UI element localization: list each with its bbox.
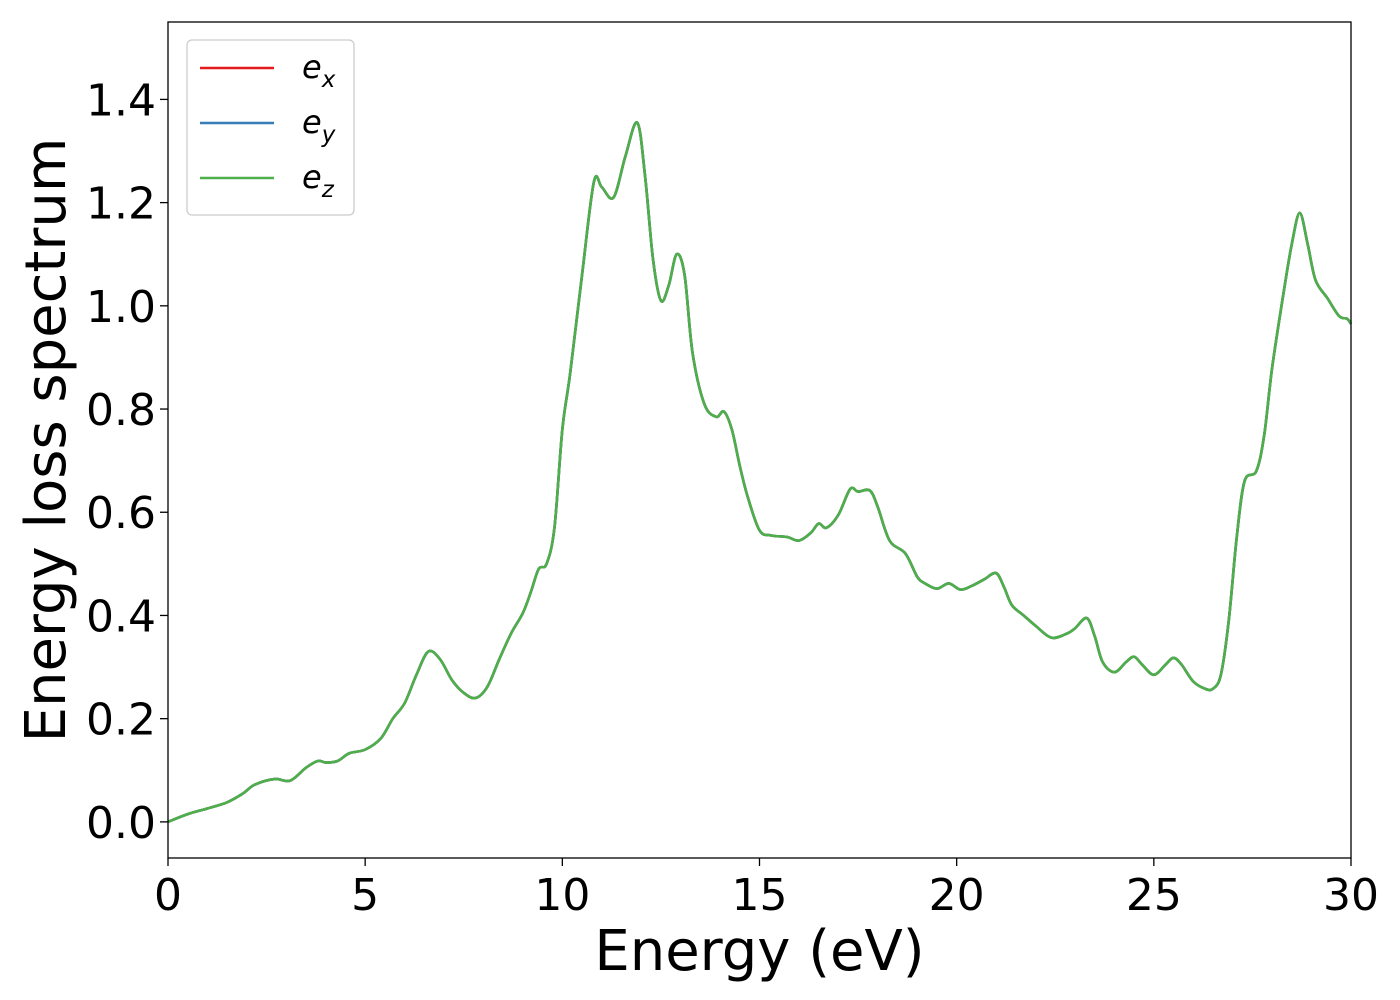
y-tick-label: 1.0 [86, 282, 156, 333]
series-layer [167, 121, 1353, 824]
y-tick-label: 0.4 [86, 591, 156, 642]
x-axis-label: Energy (eV) [594, 919, 924, 984]
y-tick-label: 1.4 [86, 75, 156, 126]
legend-entry: ez [200, 158, 335, 203]
y-axis-label: Energy loss spectrum [14, 138, 79, 743]
series-line-ez [167, 121, 1353, 824]
legend: ex ey ez [186, 39, 355, 216]
x-tick-label: 15 [732, 870, 788, 921]
legend-label: ey [302, 103, 336, 148]
x-tick-label: 20 [929, 870, 985, 921]
legend-entry: ex [200, 48, 336, 93]
y-tick-label: 0.2 [86, 695, 156, 746]
y-tick-label: 1.2 [86, 179, 156, 230]
y-tick-label: 0.8 [86, 385, 156, 436]
x-axis-ticks: 0 5 10 15 20 25 30 [154, 858, 1379, 921]
x-tick-label: 25 [1126, 870, 1182, 921]
legend-box [186, 39, 355, 216]
legend-entry: ey [200, 103, 336, 148]
x-tick-label: 5 [351, 870, 379, 921]
series-line-ey [167, 121, 1353, 824]
x-tick-label: 10 [534, 870, 590, 921]
y-tick-label: 0.6 [86, 488, 156, 539]
x-tick-label: 0 [154, 870, 182, 921]
series-line-ex [167, 121, 1353, 824]
x-tick-label: 30 [1323, 870, 1379, 921]
legend-label: ez [302, 158, 335, 203]
plot-frame [167, 21, 1352, 859]
y-tick-label: 0.0 [86, 798, 156, 849]
legend-label: ex [302, 48, 336, 93]
y-axis-ticks: 0.0 0.2 0.4 0.6 0.8 1.0 1.2 1.4 [86, 75, 168, 849]
